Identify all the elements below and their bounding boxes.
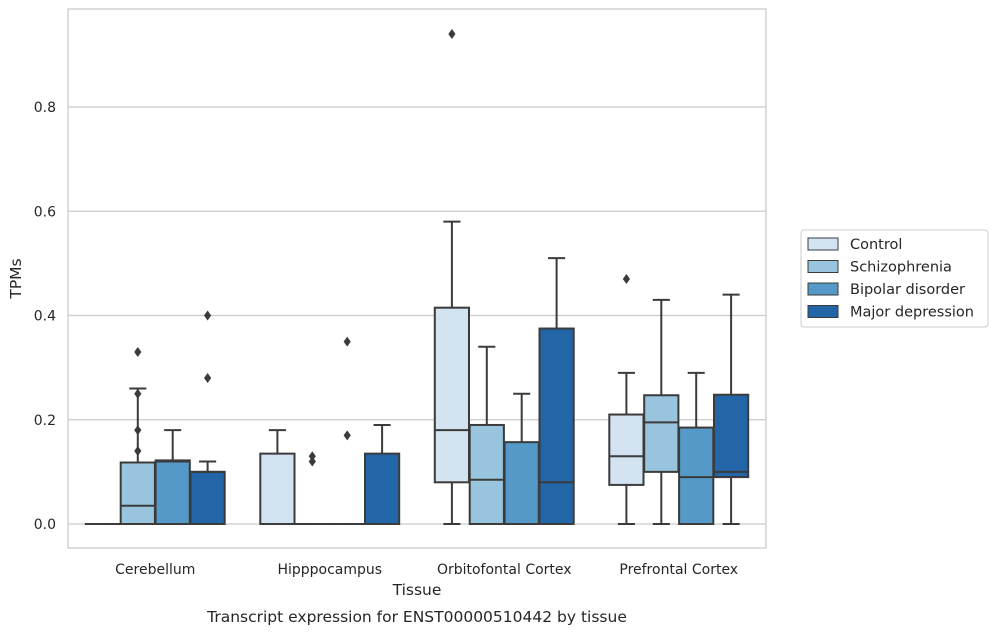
legend-swatch xyxy=(807,282,839,296)
box-3-3 xyxy=(712,293,750,525)
box-1-1 xyxy=(294,451,331,526)
box-2-3 xyxy=(538,257,575,525)
outlier-point xyxy=(622,274,630,285)
box-iqr xyxy=(119,461,156,525)
box-3-1 xyxy=(643,298,680,525)
box-3-0 xyxy=(608,274,645,525)
x-axis-title: Tissue xyxy=(392,581,442,599)
box-iqr xyxy=(433,306,471,484)
x-tick-label: Cerebellum xyxy=(115,562,195,578)
box-1-3 xyxy=(363,423,401,526)
x-tick-label: Orbitofontal Cortex xyxy=(437,562,572,578)
box-iqr xyxy=(503,441,540,526)
legend-label: Control xyxy=(850,237,902,253)
outlier-point xyxy=(343,336,351,347)
outlier-point xyxy=(134,446,142,457)
box-3-2 xyxy=(678,371,715,526)
legend-swatch xyxy=(807,305,839,318)
box-1-2 xyxy=(329,336,366,526)
box-iqr xyxy=(712,393,750,479)
box-2-0 xyxy=(433,29,471,525)
boxes xyxy=(84,29,750,526)
y-tick-label: 0.0 xyxy=(34,517,56,533)
outlier-point xyxy=(134,425,142,436)
outlier-point xyxy=(134,346,142,357)
outlier-point xyxy=(134,388,142,399)
box-iqr xyxy=(678,426,715,526)
box-iqr xyxy=(538,327,575,525)
y-tick-label: 0.4 xyxy=(34,309,56,325)
outlier-point xyxy=(204,310,212,321)
x-tick-label: Prefrontal Cortex xyxy=(619,562,738,578)
x-tick-label: Hipppocampus xyxy=(277,562,382,578)
box-iqr xyxy=(189,470,226,525)
y-tick-label: 0.2 xyxy=(34,413,56,429)
box-iqr xyxy=(363,452,401,526)
legend-label: Major depression xyxy=(850,305,974,321)
legend-swatch xyxy=(807,260,839,273)
legend-items: Control Schizophrenia Bipolar disorder Majo… xyxy=(807,237,974,321)
legend-swatch xyxy=(807,237,839,251)
y-tick-label: 0.6 xyxy=(34,204,56,220)
box-iqr xyxy=(468,423,505,525)
box-iqr xyxy=(259,452,296,526)
outlier-point xyxy=(308,456,316,467)
box-iqr xyxy=(154,459,191,525)
outlier-point xyxy=(448,29,456,40)
y-axis-title: TPMs xyxy=(7,258,25,299)
y-axis-ticks: 0.0 0.2 0.4 0.6 0.8 xyxy=(34,100,56,533)
chart-caption: Transcript expression for ENST0000051044… xyxy=(206,608,627,626)
box-0-3 xyxy=(189,310,226,525)
box-2-1 xyxy=(468,345,505,525)
box-iqr xyxy=(643,394,680,473)
outlier-point xyxy=(204,373,212,384)
box-2-2 xyxy=(503,392,540,526)
box-0-1 xyxy=(119,346,156,525)
legend: Control Schizophrenia Bipolar disorder Majo… xyxy=(800,229,989,328)
legend-label: Schizophrenia xyxy=(850,260,952,276)
x-axis-ticks: Cerebellum Hipppocampus Orbitofontal Corte… xyxy=(115,562,738,578)
outlier-point xyxy=(343,430,351,441)
box-0-2 xyxy=(154,429,191,525)
legend-frame xyxy=(800,229,989,328)
box-1-0 xyxy=(259,429,296,526)
y-tick-label: 0.8 xyxy=(34,100,56,116)
outlier-point xyxy=(308,451,316,462)
legend-label: Bipolar disorder xyxy=(850,282,965,298)
plot-frame xyxy=(67,8,767,549)
box-iqr xyxy=(608,413,645,486)
